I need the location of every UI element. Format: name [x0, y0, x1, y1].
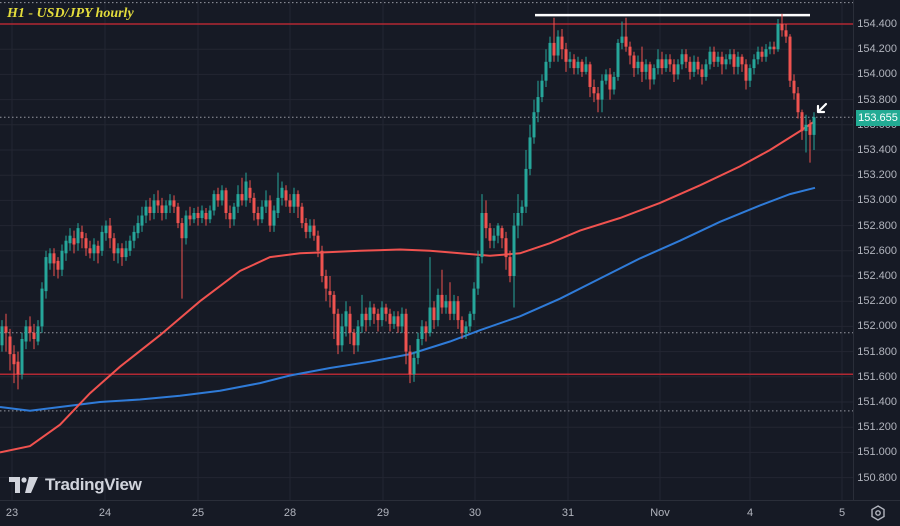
time-axis[interactable]: 23 24 25 28 29 30 31 Nov 4 5 — [0, 500, 900, 526]
current-price-badge: 153.655 — [856, 109, 900, 126]
settings-gear-icon[interactable] — [870, 505, 886, 521]
price-tick-label: 153.400 — [857, 144, 897, 156]
price-tick-label: 151.200 — [857, 421, 897, 434]
price-tick-label: 152.600 — [857, 244, 897, 257]
price-tick-label: 153.200 — [857, 169, 897, 182]
time-tick-label: 24 — [98, 507, 112, 519]
price-tick-label: 152.200 — [857, 295, 897, 308]
time-tick-label: 28 — [283, 507, 297, 519]
chart-title: H1 - USD/JPY hourly — [7, 6, 134, 21]
price-tick-label: 152.000 — [857, 320, 897, 333]
time-tick-label: 25 — [191, 507, 205, 519]
price-tick-label: 154.000 — [857, 68, 897, 81]
pointer-arrow-icon — [816, 102, 828, 114]
time-tick-label: 30 — [468, 507, 482, 519]
time-tick-label: 4 — [746, 507, 754, 519]
price-tick-label: 152.400 — [857, 270, 897, 282]
price-tick-label: 153.800 — [857, 93, 897, 106]
price-tick-label: 154.400 — [857, 18, 897, 30]
price-plot[interactable] — [0, 0, 853, 500]
moving-averages — [0, 120, 816, 454]
time-tick-label: Nov — [650, 507, 670, 519]
tradingview-logo-text: TradingView — [45, 475, 142, 494]
price-tick-label: 151.000 — [857, 446, 897, 459]
price-tick-label: 153.000 — [857, 194, 897, 207]
tradingview-logo: TradingView — [9, 475, 142, 495]
tradingview-logo-icon — [9, 477, 38, 493]
time-tick-label: 5 — [838, 507, 846, 519]
time-tick-label: 23 — [5, 507, 19, 519]
time-tick-label: 31 — [561, 507, 575, 519]
price-tick-label: 154.200 — [857, 43, 897, 56]
candlesticks — [0, 13, 816, 390]
horizontal-levels — [0, 2, 853, 412]
price-tick-label: 150.800 — [857, 471, 897, 484]
price-axis[interactable]: 154.400154.200154.000153.800153.600153.4… — [853, 0, 900, 500]
price-tick-label: 151.600 — [857, 370, 897, 383]
price-tick-label: 151.800 — [857, 345, 897, 358]
price-tick-label: 152.800 — [857, 219, 897, 232]
time-tick-label: 29 — [376, 507, 390, 519]
price-tick-label: 151.400 — [857, 396, 897, 408]
